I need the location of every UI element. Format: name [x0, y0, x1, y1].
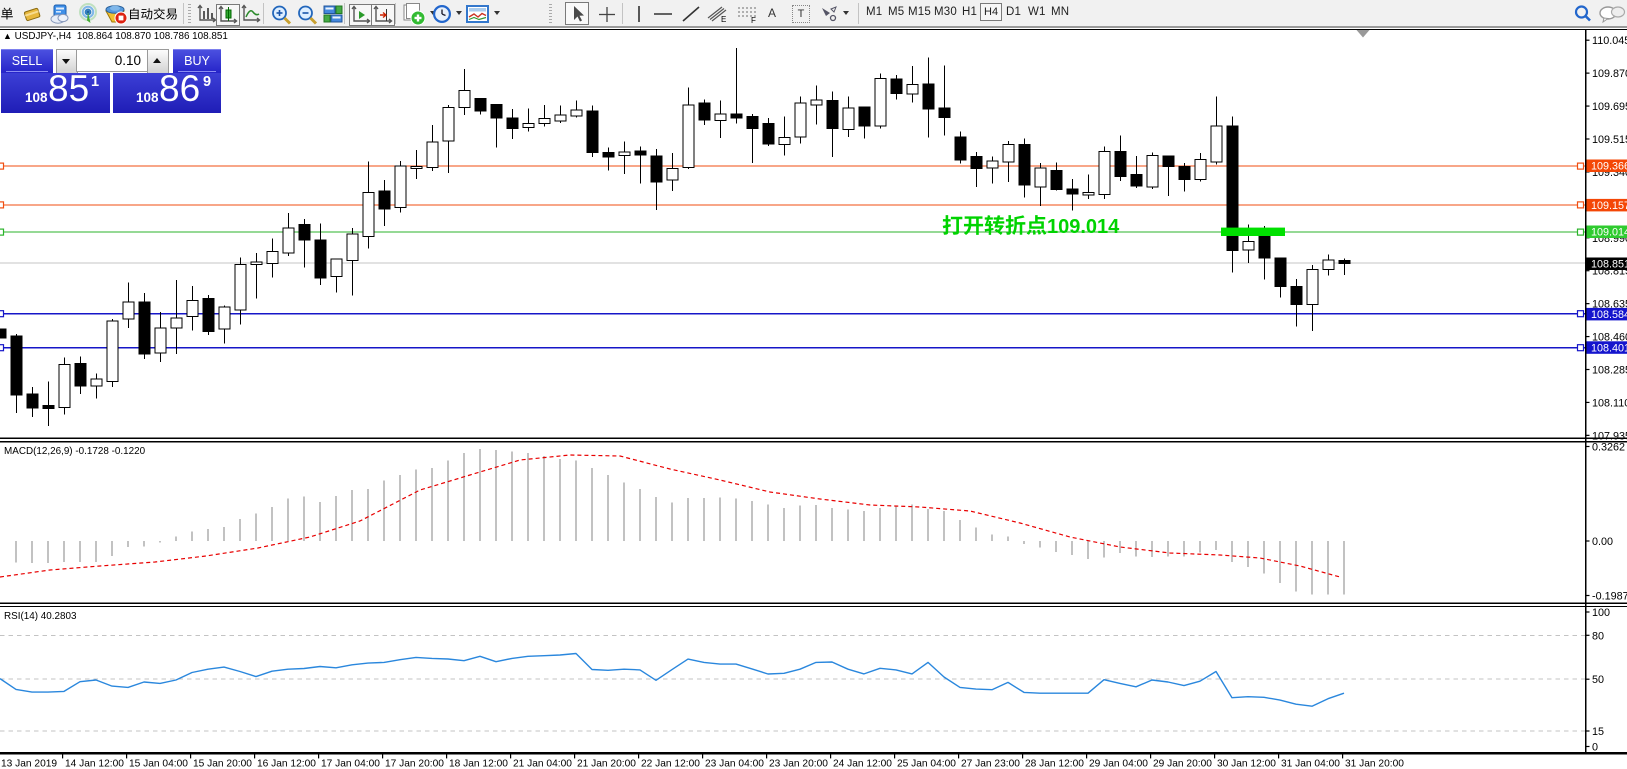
svg-text:18 Jan 12:00: 18 Jan 12:00 — [449, 759, 508, 769]
svg-text:29 Jan 04:00: 29 Jan 04:00 — [1089, 759, 1148, 769]
svg-text:108.851: 108.851 — [1591, 259, 1627, 271]
svg-text:23 Jan 04:00: 23 Jan 04:00 — [705, 759, 764, 769]
svg-text:-0.1987: -0.1987 — [1592, 591, 1627, 603]
svg-text:16 Jan 12:00: 16 Jan 12:00 — [257, 759, 316, 769]
svg-text:31 Jan 04:00: 31 Jan 04:00 — [1281, 759, 1340, 769]
svg-text:108.110: 108.110 — [1592, 397, 1627, 409]
svg-text:21 Jan 04:00: 21 Jan 04:00 — [513, 759, 572, 769]
svg-text:0: 0 — [1592, 742, 1598, 754]
svg-text:108.635: 108.635 — [1592, 299, 1627, 311]
svg-text:15 Jan 20:00: 15 Jan 20:00 — [193, 759, 252, 769]
svg-text:17 Jan 04:00: 17 Jan 04:00 — [321, 759, 380, 769]
svg-text:108.401: 108.401 — [1591, 343, 1627, 355]
svg-text:22 Jan 12:00: 22 Jan 12:00 — [641, 759, 700, 769]
svg-text:E: E — [721, 15, 726, 24]
svg-text:F: F — [751, 16, 756, 24]
svg-text:109.695: 109.695 — [1592, 101, 1627, 113]
svg-text:109.515: 109.515 — [1592, 134, 1627, 146]
svg-text:108.285: 108.285 — [1592, 365, 1627, 377]
svg-text:100: 100 — [1592, 607, 1610, 619]
svg-text:14 Jan 12:00: 14 Jan 12:00 — [65, 759, 124, 769]
svg-text:110.045: 110.045 — [1592, 35, 1627, 47]
svg-text:109.870: 109.870 — [1592, 68, 1627, 80]
svg-text:15: 15 — [1592, 726, 1604, 738]
svg-text:107.935: 107.935 — [1592, 430, 1627, 442]
svg-text:31 Jan 20:00: 31 Jan 20:00 — [1345, 759, 1404, 769]
svg-text:27 Jan 23:00: 27 Jan 23:00 — [961, 759, 1020, 769]
svg-text:MACD(12,26,9) -0.1728 -0.1220: MACD(12,26,9) -0.1728 -0.1220 — [4, 446, 146, 457]
svg-text:108.584: 108.584 — [1591, 309, 1627, 321]
svg-text:109.014: 109.014 — [1591, 227, 1627, 239]
svg-text:0.00: 0.00 — [1592, 536, 1613, 548]
svg-text:28 Jan 12:00: 28 Jan 12:00 — [1025, 759, 1084, 769]
svg-text:50: 50 — [1592, 674, 1604, 686]
svg-text:RSI(14) 40.2803: RSI(14) 40.2803 — [4, 611, 77, 622]
svg-text:109.157: 109.157 — [1591, 200, 1627, 212]
svg-text:15 Jan 04:00: 15 Jan 04:00 — [129, 759, 188, 769]
svg-text:17 Jan 20:00: 17 Jan 20:00 — [385, 759, 444, 769]
svg-text:30 Jan 12:00: 30 Jan 12:00 — [1217, 759, 1276, 769]
svg-text:25 Jan 04:00: 25 Jan 04:00 — [897, 759, 956, 769]
svg-text:109.366: 109.366 — [1591, 161, 1627, 173]
svg-text:108.460: 108.460 — [1592, 332, 1627, 344]
svg-text:0.3262: 0.3262 — [1592, 442, 1625, 454]
svg-text:24 Jan 12:00: 24 Jan 12:00 — [833, 759, 892, 769]
svg-text:109.014: 109.014 — [1047, 216, 1120, 238]
svg-text:29 Jan 20:00: 29 Jan 20:00 — [1153, 759, 1212, 769]
svg-text:23 Jan 20:00: 23 Jan 20:00 — [769, 759, 828, 769]
svg-text:21 Jan 20:00: 21 Jan 20:00 — [577, 759, 636, 769]
svg-text:13 Jan 2019: 13 Jan 2019 — [1, 759, 57, 769]
svg-text:80: 80 — [1592, 630, 1604, 642]
